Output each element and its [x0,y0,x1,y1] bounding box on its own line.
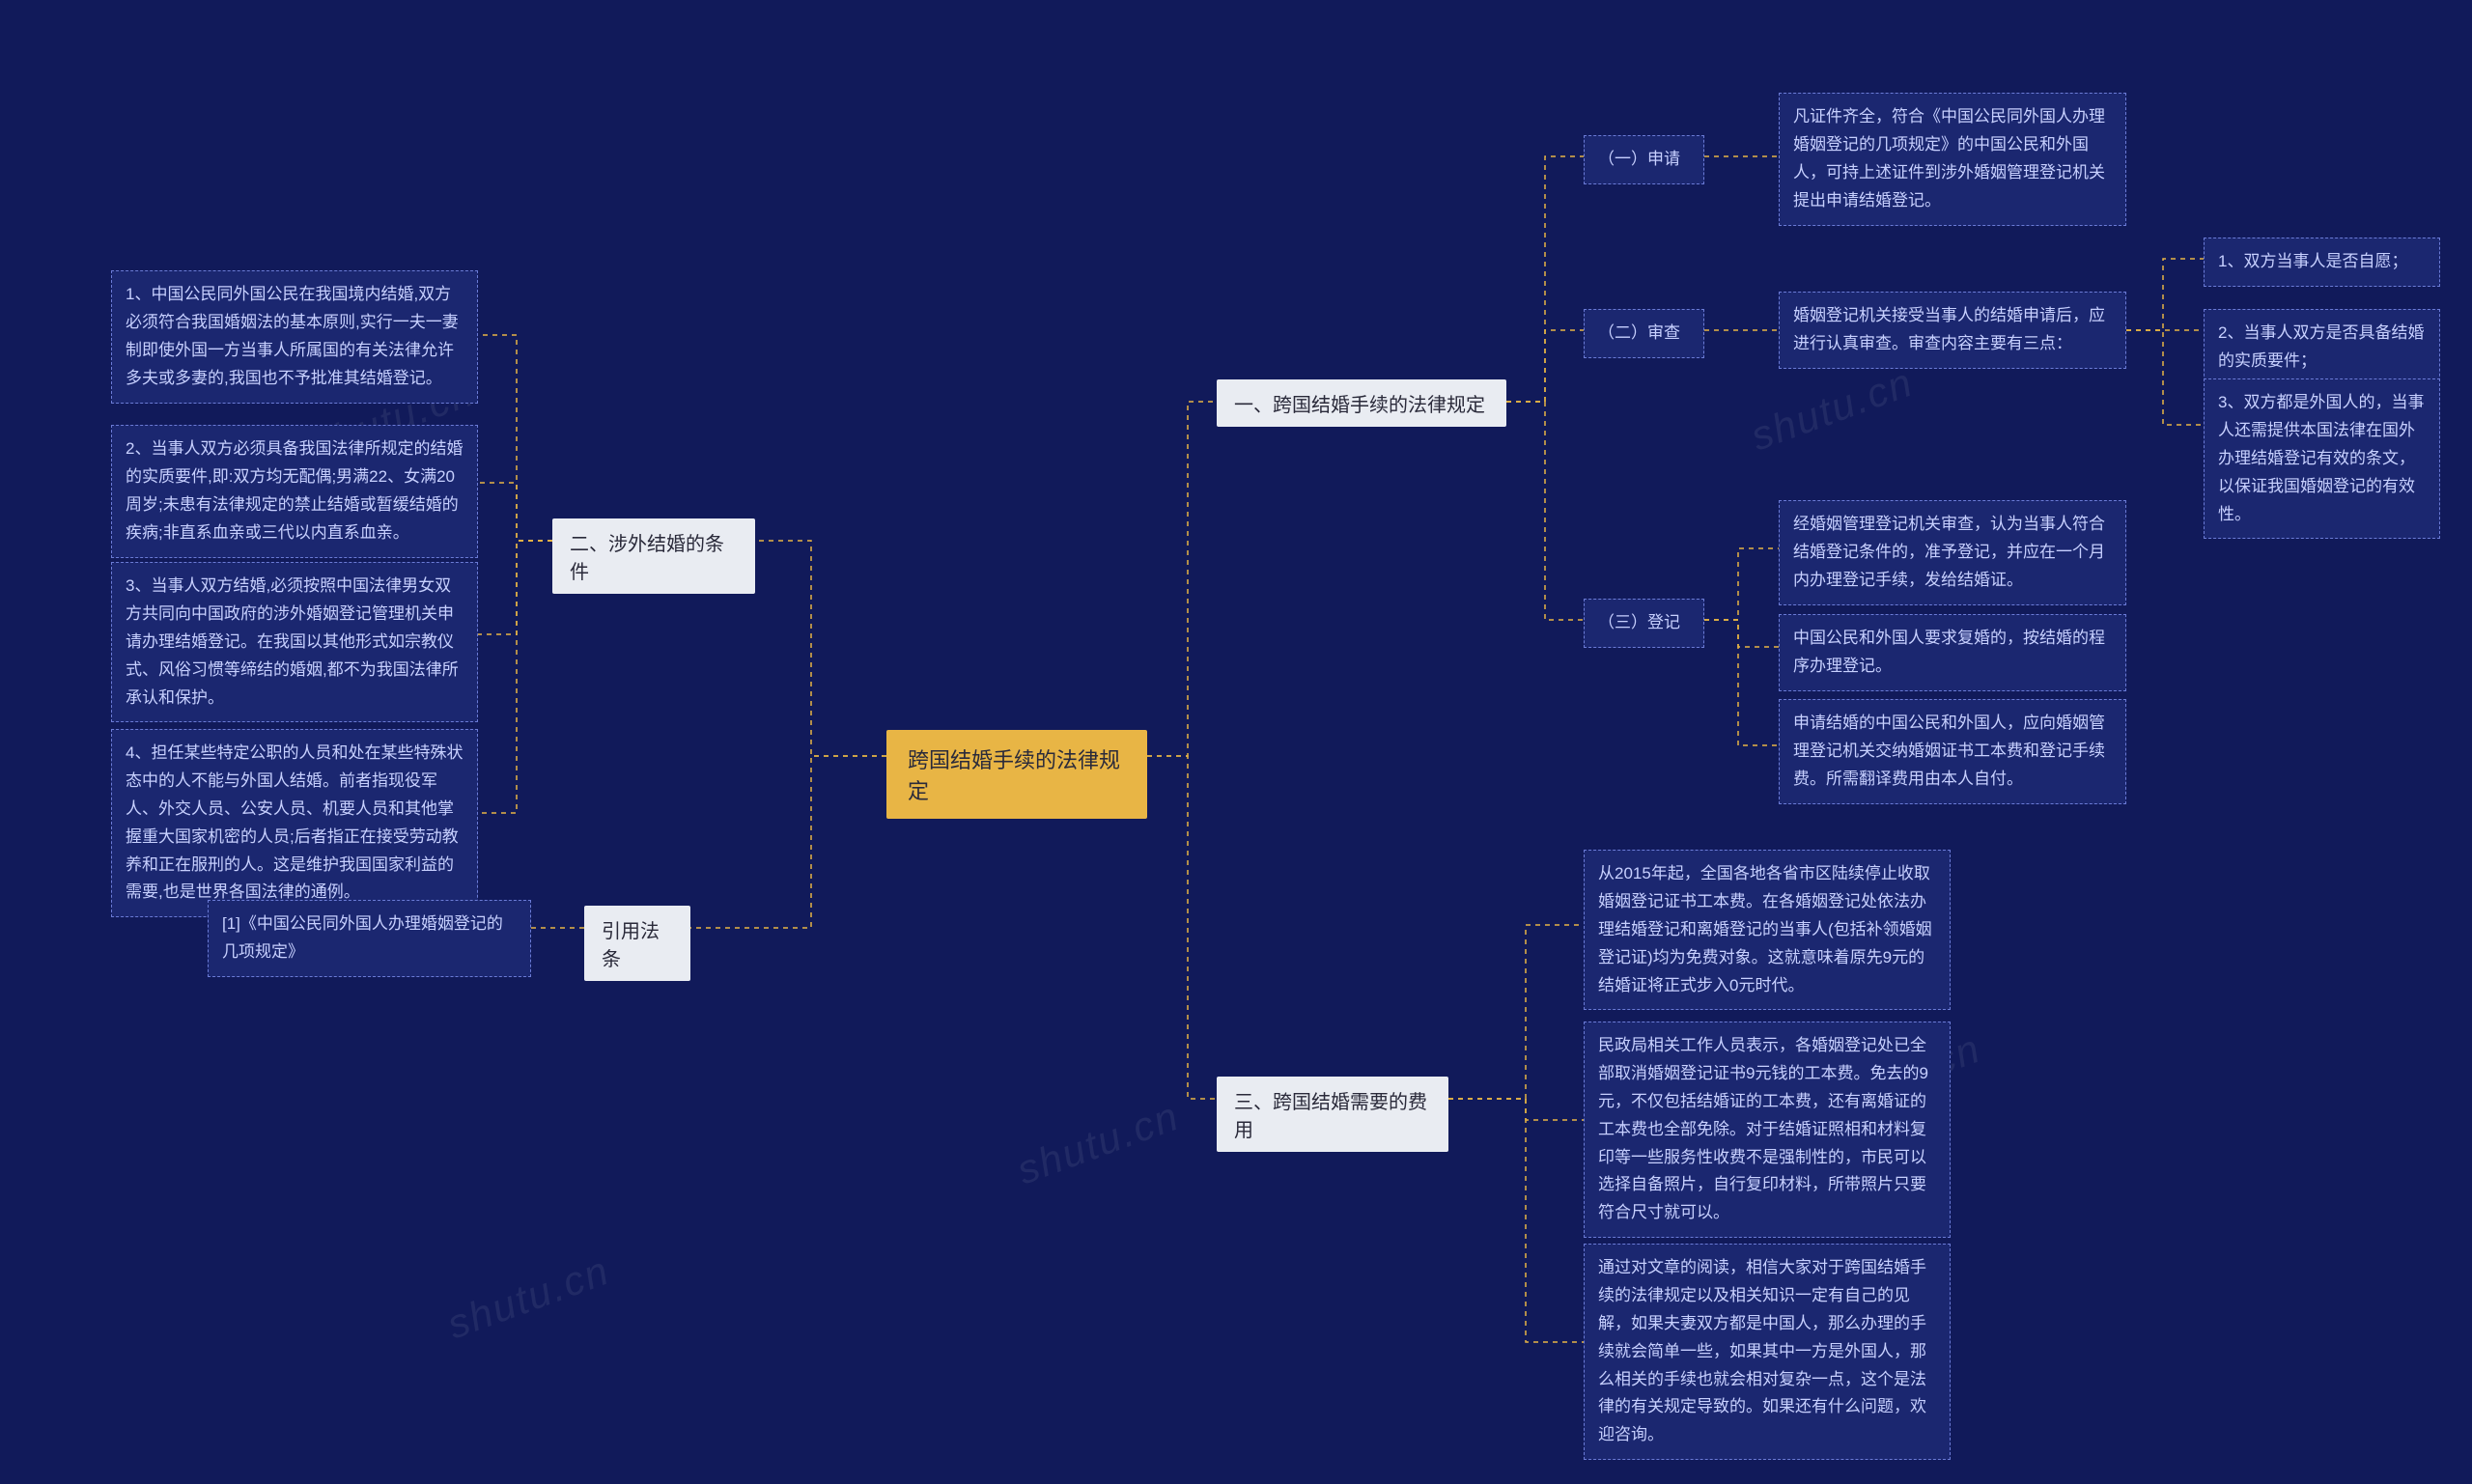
leaf-cond-2: 2、当事人双方必须具备我国法律所规定的结婚的实质要件,即:双方均无配偶;男满22… [111,425,478,558]
leaf-cond-3: 3、当事人双方结婚,必须按照中国法律男女双方共同向中国政府的涉外婚姻登记管理机关… [111,562,478,722]
leaf-review-1: 1、双方当事人是否自愿； [2204,238,2440,287]
sub-apply: （一）申请 [1584,135,1704,184]
leaf-fee-2: 民政局相关工作人员表示，各婚姻登记处已全部取消婚姻登记证书9元钱的工本费。免去的… [1584,1022,1951,1238]
branch-section-3: 三、跨国结婚需要的费用 [1217,1077,1448,1152]
watermark: shutu.cn [1745,359,1920,461]
leaf-cond-1: 1、中国公民同外国公民在我国境内结婚,双方必须符合我国婚姻法的基本原则,实行一夫… [111,270,478,404]
leaf-review-3: 3、双方都是外国人的，当事人还需提供本国法律在国外办理结婚登记有效的条文，以保证… [2204,378,2440,539]
branch-section-1: 一、跨国结婚手续的法律规定 [1217,379,1506,427]
leaf-register-3: 申请结婚的中国公民和外国人，应向婚姻管理登记机关交纳婚姻证书工本费和登记手续费。… [1779,699,2126,804]
leaf-citation-1: [1]《中国公民同外国人办理婚姻登记的几项规定》 [208,900,531,977]
leaf-register-1: 经婚姻管理登记机关审查，认为当事人符合结婚登记条件的，准予登记，并应在一个月内办… [1779,500,2126,605]
leaf-fee-3: 通过对文章的阅读，相信大家对于跨国结婚手续的法律规定以及相关知识一定有自己的见解… [1584,1244,1951,1460]
leaf-cond-4: 4、担任某些特定公职的人员和处在某些特殊状态中的人不能与外国人结婚。前者指现役军… [111,729,478,917]
leaf-apply-1: 凡证件齐全，符合《中国公民同外国人办理婚姻登记的几项规定》的中国公民和外国人，可… [1779,93,2126,226]
sub-register: （三）登记 [1584,599,1704,648]
watermark: shutu.cn [441,1247,616,1349]
root-node: 跨国结婚手续的法律规定 [886,730,1147,819]
leaf-review-intro: 婚姻登记机关接受当事人的结婚申请后，应进行认真审查。审查内容主要有三点： [1779,292,2126,369]
leaf-fee-1: 从2015年起，全国各地各省市区陆续停止收取婚姻登记证书工本费。在各婚姻登记处依… [1584,850,1951,1010]
branch-section-2: 二、涉外结婚的条件 [552,518,755,594]
sub-review: （二）审查 [1584,309,1704,358]
branch-section-citation: 引用法条 [584,906,690,981]
leaf-register-2: 中国公民和外国人要求复婚的，按结婚的程序办理登记。 [1779,614,2126,691]
leaf-review-2: 2、当事人双方是否具备结婚的实质要件； [2204,309,2440,386]
watermark: shutu.cn [1011,1093,1186,1194]
